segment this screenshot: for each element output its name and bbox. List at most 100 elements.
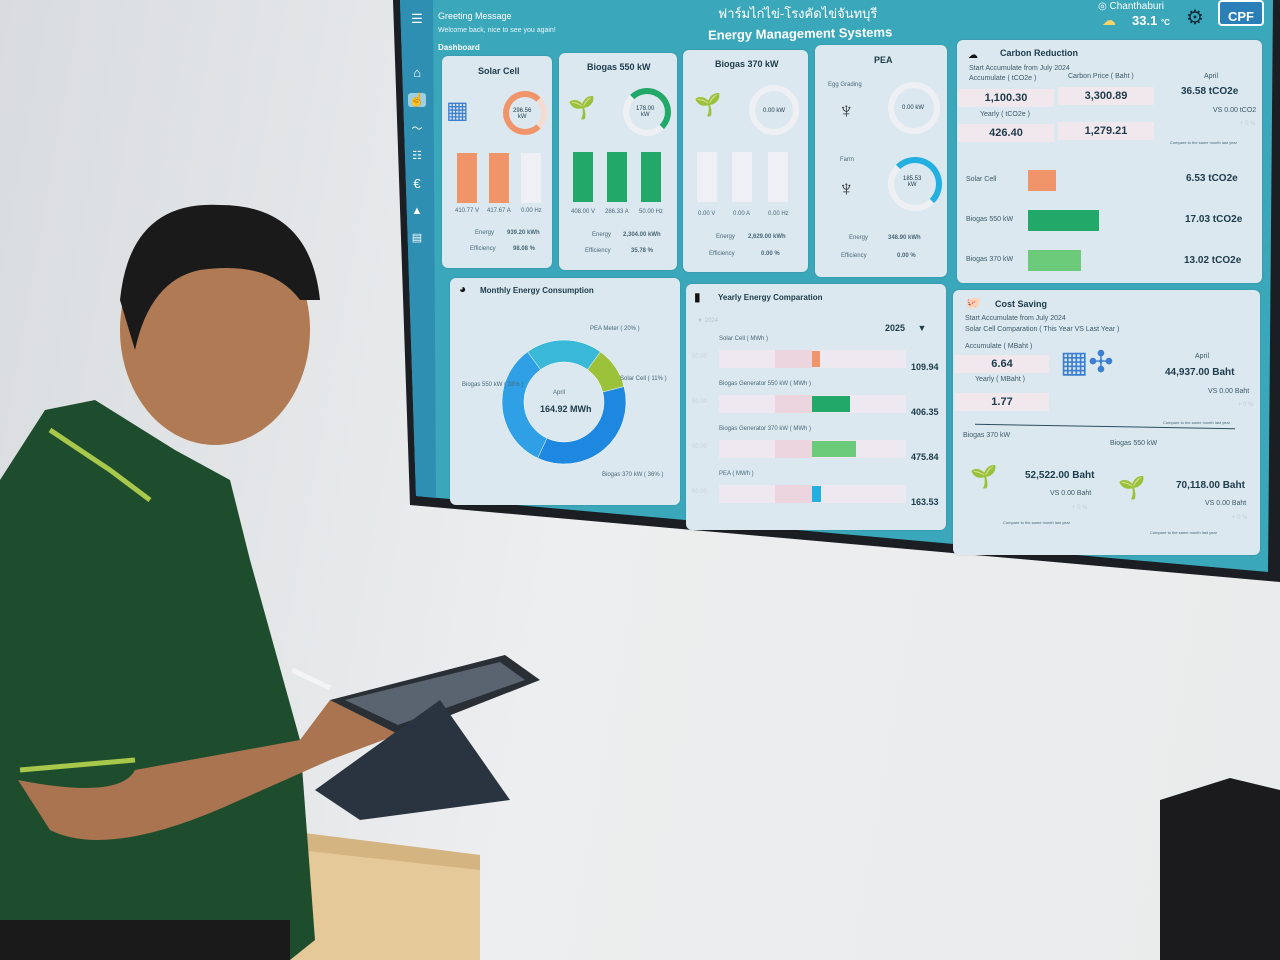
biogas370-current: 0.00 A (733, 211, 751, 217)
biogas370-cost-vs: VS 0.00 Baht (1050, 490, 1092, 497)
carbon-month: April (1204, 73, 1219, 80)
carbon-pct: + 0 % (1240, 121, 1256, 127)
home-icon[interactable]: ⌂ (413, 65, 421, 80)
carbon-yearly: 426.40 (958, 124, 1054, 142)
co2-cloud-icon: ☁ (968, 50, 978, 61)
yearly-axis-value: 50.00 (692, 399, 708, 405)
cost-vs: VS 0.00 Baht (1208, 388, 1250, 395)
tablet[interactable] (290, 655, 540, 820)
donut-slice[interactable] (501, 351, 548, 459)
dashboard-label: Dashboard (438, 43, 480, 52)
biogas550-frequency-bar (641, 152, 661, 202)
solar-wind-icon: ▦✣ (1060, 346, 1114, 379)
carbon-price-label: Carbon Price ( Baht ) (1068, 73, 1134, 80)
temperature-value: 33.1 (1132, 13, 1158, 28)
yearly-row-label: PEA ( MWh ) (719, 471, 754, 477)
year-value: 2025 (885, 323, 906, 333)
pea-eff-label: Efficiency (841, 253, 867, 259)
biogas550-cost-vs: VS 0.00 Baht (1205, 500, 1247, 507)
bell-icon[interactable]: ▲ (411, 205, 423, 217)
yearly-row-label: Solar Cell ( MWh ) (719, 336, 769, 342)
greeting-title: Greeting Message (438, 11, 512, 21)
solar-gauge (503, 91, 547, 135)
biogas370-cost-pct: + 0 % (1072, 505, 1088, 511)
yearly-row-value: 406.35 (911, 407, 939, 417)
slice-label-pea: PEA Meter ( 20% ) (590, 326, 640, 332)
sliders-icon[interactable]: ☷ (412, 150, 422, 162)
biogas550-cost-label: Biogas 550 kW (1110, 440, 1158, 447)
donut-center-value: 164.92 MWh (540, 404, 592, 414)
document-icon[interactable]: ▤ (411, 232, 423, 244)
biogas550-efficiency: 35.78 % (631, 248, 654, 254)
yearly-row-label: Biogas Generator 550 kW ( MWh ) (719, 381, 812, 387)
cost-month-value: 44,937.00 Baht (1165, 367, 1235, 378)
cpf-logo: CPF (1218, 0, 1264, 26)
pea-efficiency: 0.00 % (897, 253, 916, 259)
euro-icon[interactable]: € (413, 176, 421, 191)
carbon-row-label: Solar Cell (966, 176, 997, 183)
biogas370-energy: 2,629.00 kWh (748, 234, 786, 240)
solar-current: 417.67 A (487, 208, 511, 214)
solar-panel-icon: ▦ (446, 97, 469, 124)
power-tower-icon: ♆ (838, 176, 855, 201)
yearly-row-value: 475.84 (911, 452, 939, 462)
biogas550-gauge-value: 178.00 kW (636, 106, 655, 118)
location-name: Chanthaburi (1109, 1, 1164, 12)
year-select[interactable]: 2025 ▼ (885, 323, 926, 333)
biogas370-voltage: 0.00 V (698, 211, 716, 217)
cost-accumulate: 6.64 (955, 355, 1049, 373)
carbon-start: Start Accumulate from July 2024 (969, 65, 1070, 72)
biogas370-eff-label: Efficiency (709, 251, 735, 257)
location: ◎ Chanthaburi (1098, 1, 1164, 12)
slice-label-biogas370: Biogas 370 kW ( 36% ) (602, 472, 664, 478)
biogas550-energy: 2,304.00 kWh (623, 232, 661, 238)
monthly-title: Monthly Energy Consumption (480, 286, 594, 295)
solar-voltage-bar (457, 153, 477, 203)
farm-gauge-value: 185.53 kW (903, 176, 922, 188)
slice-label-solar: Solar Cell ( 11% ) (620, 376, 667, 382)
cost-compare-note: Compare to the same month last year (1163, 420, 1230, 425)
pea-energy: 348.90 kWh (888, 235, 921, 241)
farm-label: Farm (840, 157, 854, 163)
prev-year-toggle[interactable]: ▼ 2024 (697, 318, 718, 324)
carbon-month-value: 36.58 tCO2e (1181, 86, 1239, 97)
slice-label-biogas550: Biogas 550 kW ( 33% ) (462, 382, 524, 388)
biogas550-voltage-bar (573, 152, 593, 202)
trend-icon[interactable]: 〜 (411, 123, 423, 135)
pie-chart-icon: ◕ (459, 282, 467, 296)
hand-pointer-icon[interactable]: ☝ (408, 92, 426, 107)
carbon-compare-note: Compare to the same month last year (1170, 140, 1237, 145)
biogas550-voltage: 408.00 V (571, 209, 596, 215)
cost-compare-note: Compare to the same month last year (1150, 530, 1217, 535)
carbon-price: 3,300.89 (1058, 87, 1154, 105)
seedling-hand-icon: 🌱 (694, 92, 722, 117)
solar-energy-label: Energy (475, 230, 495, 236)
biogas370-gauge (749, 85, 799, 135)
cost-month: April (1195, 353, 1210, 360)
yearly-row-value: 163.53 (911, 497, 939, 507)
biogas370-voltage-bar (697, 152, 717, 202)
solar-efficiency: 98.08 % (513, 246, 536, 252)
gear-icon[interactable]: ⚙ (1186, 7, 1204, 29)
solar-gauge-value: 296.56 kW (513, 108, 532, 120)
bar-chart-icon: ▮ (694, 290, 701, 304)
carbon-row-value: 13.02 tCO2e (1184, 255, 1242, 266)
yearly-bar (812, 486, 821, 502)
biogas370-cost-value: 52,522.00 Baht (1025, 470, 1095, 481)
yearly-axis-value: 50.00 (692, 354, 708, 360)
seedling-hand-icon: 🌱 (970, 464, 998, 489)
biogas550-energy-label: Energy (592, 232, 612, 238)
piggy-bank-icon: 🐖 (966, 296, 981, 310)
power-tower-icon: ♆ (838, 98, 855, 123)
yearly-axis-value: 50.00 (692, 444, 708, 450)
biogas550-cost-value: 70,118.00 Baht (1176, 480, 1245, 491)
man (0, 204, 410, 960)
farm-gauge (888, 157, 942, 211)
biogas550-frequency: 50.00 Hz (639, 209, 664, 215)
menu-icon[interactable]: ☰ (411, 11, 423, 26)
cost-compare-title: Solar Cell Comparation ( This Year VS La… (965, 326, 1120, 333)
biogas370-frequency: 0.00 Hz (768, 211, 789, 217)
biogas550-eff-label: Efficiency (585, 248, 611, 254)
carbon-accumulate: 1,100.30 (958, 89, 1054, 107)
